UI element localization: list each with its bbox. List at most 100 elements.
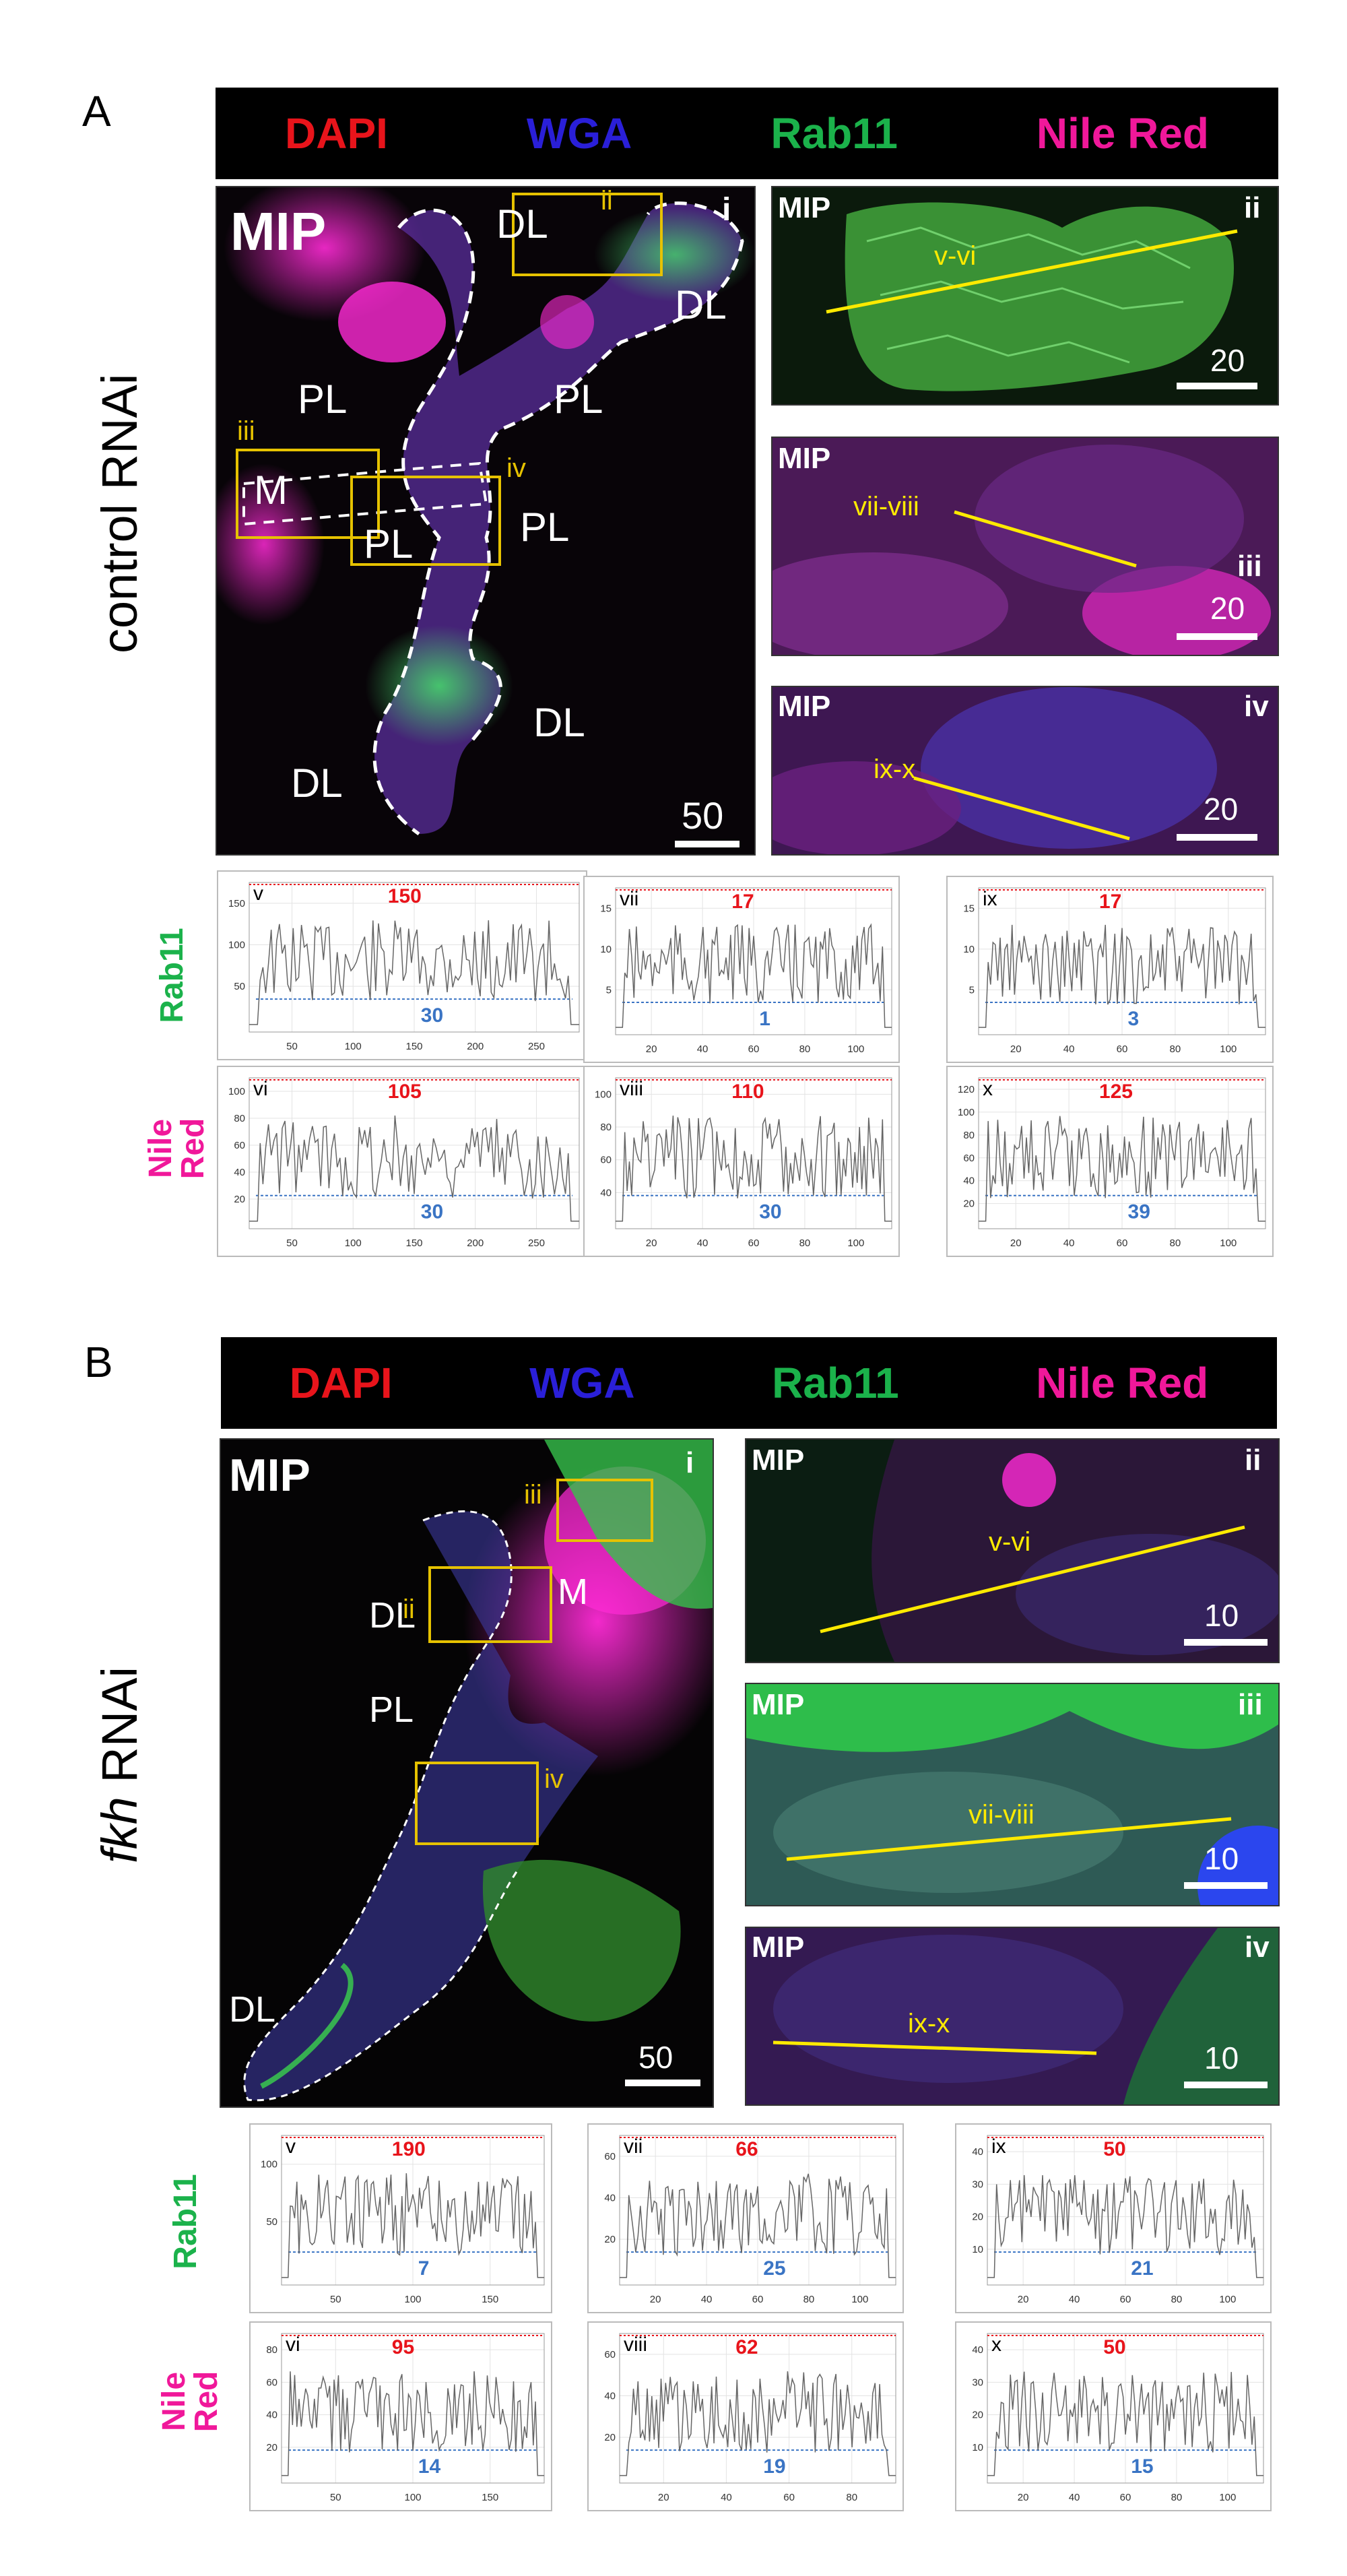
min-value-label: 15 — [1131, 2455, 1153, 2478]
x-tick-label: 150 — [405, 1041, 422, 1052]
panel-b-nile-red-label: Nile Red — [156, 2341, 232, 2462]
plot-roman-label: viii — [620, 1078, 643, 1100]
min-value-label: 3 — [1128, 1008, 1140, 1030]
plot-frame — [978, 887, 1266, 1035]
inset-scale-number: 20 — [1210, 343, 1245, 378]
plot-roman-label: x — [983, 1078, 993, 1100]
max-value-label: 95 — [392, 2336, 414, 2358]
plot-b-viii: 60 40 20 20 40 60 80 viii 62 19 — [587, 2321, 904, 2511]
inset-scale-bar — [1184, 1882, 1268, 1889]
profile-trace — [249, 920, 579, 1025]
x-tick-label: 20 — [1018, 2492, 1029, 2503]
x-tick-label: 250 — [528, 1237, 545, 1249]
x-tick-label: 80 — [1171, 2492, 1183, 2503]
profile-trace — [987, 2175, 1263, 2278]
x-tick-label: 100 — [404, 2294, 421, 2305]
inset-roman: iii — [1237, 550, 1262, 583]
red-word: Red — [189, 2371, 224, 2433]
inset-ii-image — [746, 1440, 1278, 1662]
region-pl: PL — [369, 1689, 414, 1730]
plot-svg: 60 40 20 20 40 60 80 viii 62 19 — [604, 2333, 896, 2503]
panel-b-inset-iii: MIP iii vii-viii 10 — [745, 1683, 1280, 1906]
plot-roman-label: ix — [991, 2135, 1006, 2158]
region-dl: DL — [675, 282, 727, 327]
y-tick-label: 100 — [261, 2159, 277, 2170]
x-tick-label: 60 — [1120, 2492, 1131, 2503]
region-dl: DL — [229, 1989, 276, 2030]
plot-svg: 40 30 20 10 20 40 60 80 100 x 50 15 — [972, 2333, 1264, 2503]
x-tick-label: 20 — [658, 2492, 669, 2503]
channel-rab11: Rab11 — [770, 109, 898, 158]
x-tick-label: 50 — [330, 2294, 341, 2305]
plot-frame — [615, 1077, 892, 1229]
x-tick-label: 100 — [345, 1041, 362, 1052]
plot-b-v: 100 50 50 100 150 v 190 7 — [249, 2123, 552, 2313]
plot-svg: 80 60 40 20 50 100 150 vi 95 14 — [266, 2333, 545, 2503]
inset-scale-bar — [1177, 383, 1257, 389]
x-tick-label: 50 — [286, 1237, 298, 1249]
main-mip-label: MIP — [230, 201, 327, 261]
max-value-label: 190 — [392, 2138, 426, 2160]
x-tick-label: 20 — [650, 2294, 661, 2305]
y-tick-label: 60 — [963, 1153, 975, 1164]
main-roman-i: i — [686, 1446, 694, 1479]
y-tick-label: 60 — [604, 2349, 616, 2360]
min-value-label: 30 — [759, 1201, 781, 1223]
y-tick-label: 40 — [972, 2146, 983, 2158]
profile-trace — [987, 2371, 1263, 2476]
inset-line-label: vii-viii — [853, 492, 919, 521]
inset-iii-image — [746, 1684, 1278, 1905]
x-tick-label: 150 — [482, 2294, 498, 2305]
y-tick-label: 80 — [600, 1122, 612, 1133]
y-tick-label: 150 — [228, 898, 245, 909]
y-tick-label: 120 — [958, 1084, 975, 1095]
x-tick-label: 60 — [1117, 1237, 1128, 1249]
x-tick-label: 100 — [404, 2492, 421, 2503]
plot-svg: 40 30 20 10 20 40 60 80 100 ix 50 21 — [972, 2135, 1264, 2305]
red-word: Red — [175, 1118, 211, 1180]
plot-roman-label: v — [253, 882, 263, 905]
x-tick-label: 40 — [1063, 1043, 1075, 1055]
channel-nile-red: Nile Red — [1036, 109, 1209, 158]
region-m: M — [254, 468, 288, 513]
plot-svg: 120 100 80 60 40 20 20 40 60 80 100 x 125 39 — [958, 1077, 1266, 1249]
max-value-label: 150 — [388, 885, 422, 907]
nile-word: Nile — [143, 1118, 178, 1179]
max-value-label: 66 — [735, 2138, 758, 2160]
y-tick-label: 40 — [600, 1187, 612, 1198]
min-value-label: 25 — [763, 2257, 785, 2280]
channel-wga: WGA — [526, 109, 632, 158]
x-tick-label: 40 — [697, 1237, 709, 1249]
max-value-label: 50 — [1103, 2336, 1125, 2358]
y-tick-label: 60 — [600, 1155, 612, 1166]
inset-line-label: ix-x — [874, 754, 916, 784]
x-tick-label: 80 — [1170, 1237, 1181, 1249]
plot-svg: 150 100 50 50 100 150 200 250 v 150 30 — [228, 882, 580, 1052]
main-scale-number: 50 — [682, 794, 724, 837]
y-tick-label: 100 — [228, 940, 245, 951]
max-value-label: 110 — [731, 1081, 764, 1103]
x-tick-label: 60 — [1120, 2294, 1131, 2305]
y-tick-label: 40 — [972, 2344, 983, 2356]
plot-a-ix: 15 10 5 20 40 60 80 100 ix 17 3 — [946, 876, 1274, 1063]
x-tick-label: 80 — [1171, 2294, 1183, 2305]
inset-line-label: v-vi — [989, 1527, 1031, 1557]
y-tick-label: 40 — [963, 1176, 975, 1187]
inset-scale-bar — [1177, 633, 1257, 640]
y-tick-label: 60 — [266, 2377, 277, 2388]
y-tick-label: 5 — [606, 984, 612, 996]
y-tick-label: 40 — [604, 2193, 616, 2204]
region-m: M — [558, 1572, 588, 1612]
plot-frame — [978, 1077, 1266, 1229]
profile-trace — [620, 2173, 896, 2278]
min-value-label: 1 — [759, 1008, 770, 1030]
inset-scale-number: 20 — [1210, 591, 1245, 626]
box-label-ii: ii — [403, 1595, 415, 1624]
profile-trace — [620, 2371, 896, 2476]
profile-trace — [616, 923, 892, 1028]
inset-scale-number: 10 — [1204, 2040, 1239, 2075]
profile-trace — [616, 1116, 892, 1222]
panel-b-inset-iv: MIP iv ix-x 10 — [745, 1927, 1280, 2106]
panel-a-inset-ii: MIP ii v-vi 20 — [771, 186, 1279, 406]
x-tick-label: 60 — [752, 2294, 764, 2305]
